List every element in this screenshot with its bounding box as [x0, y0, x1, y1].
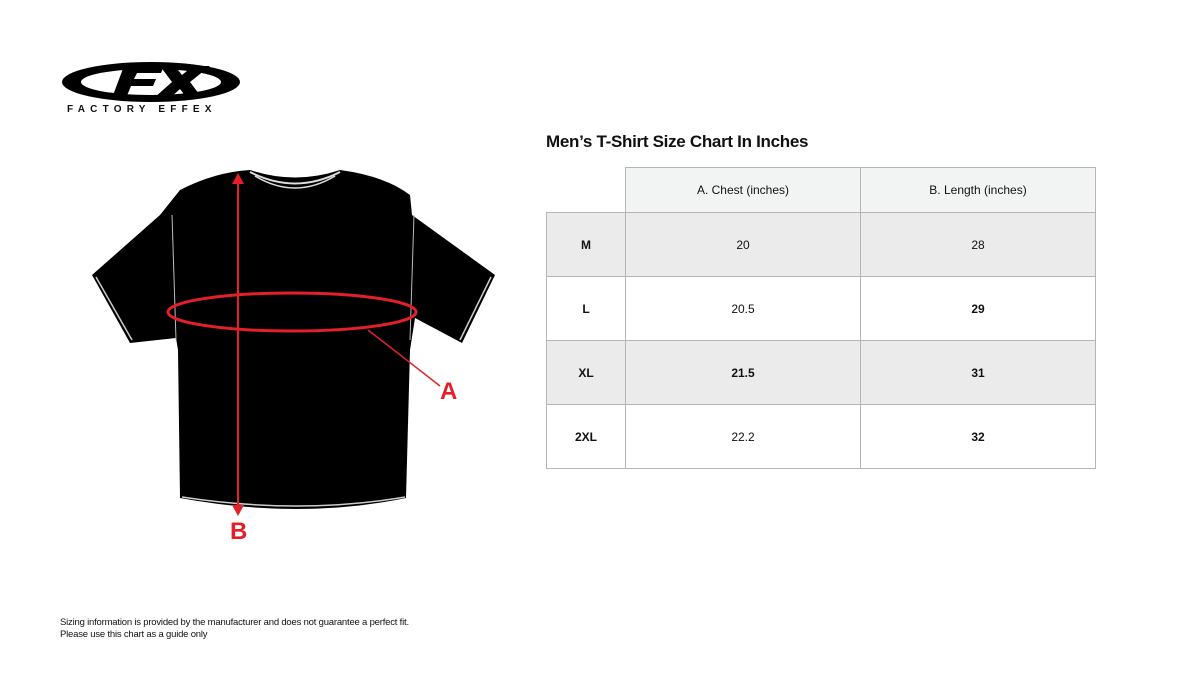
chest-leader-line — [367, 329, 441, 387]
tshirt-diagram: A B — [92, 170, 495, 545]
size-cell: 2XL — [546, 404, 626, 469]
length-cell: 31 — [860, 340, 1096, 405]
chest-cell: 20.5 — [625, 276, 861, 341]
header-blank — [546, 167, 626, 213]
table-header-row: A. Chest (inches) B. Length (inches) — [546, 167, 1096, 213]
chest-cell: 20 — [625, 212, 861, 277]
tshirt-body — [92, 170, 495, 509]
size-cell: M — [546, 212, 626, 277]
label-b: B — [230, 518, 247, 545]
page-title: Men’s T-Shirt Size Chart In Inches — [546, 132, 809, 151]
table-row: L 20.5 29 — [546, 276, 1096, 341]
brand-name: FACTORY EFFEX — [67, 104, 217, 115]
length-cell: 32 — [860, 404, 1096, 469]
disclaimer-line-2: Please use this chart as a guide only — [60, 629, 208, 640]
chest-cell: 22.2 — [625, 404, 861, 469]
size-table: A. Chest (inches) B. Length (inches) M 2… — [546, 167, 1096, 469]
table-row: M 20 28 — [546, 212, 1096, 277]
table-row: 2XL 22.2 32 — [546, 404, 1096, 469]
chest-cell: 21.5 — [625, 340, 861, 405]
length-cell: 28 — [860, 212, 1096, 277]
factory-effex-logo — [62, 62, 240, 102]
header-chest: A. Chest (inches) — [625, 167, 861, 213]
disclaimer-line-1: Sizing information is provided by the ma… — [60, 617, 409, 628]
disclaimer: Sizing information is provided by the ma… — [60, 617, 409, 641]
label-a: A — [440, 378, 457, 405]
chest-measure-line — [166, 291, 418, 333]
size-cell: XL — [546, 340, 626, 405]
size-cell: L — [546, 276, 626, 341]
arrow-down-icon — [232, 505, 244, 516]
length-cell: 29 — [860, 276, 1096, 341]
table-row: XL 21.5 31 — [546, 340, 1096, 405]
header-length: B. Length (inches) — [860, 167, 1096, 213]
arrow-up-icon — [232, 173, 244, 184]
